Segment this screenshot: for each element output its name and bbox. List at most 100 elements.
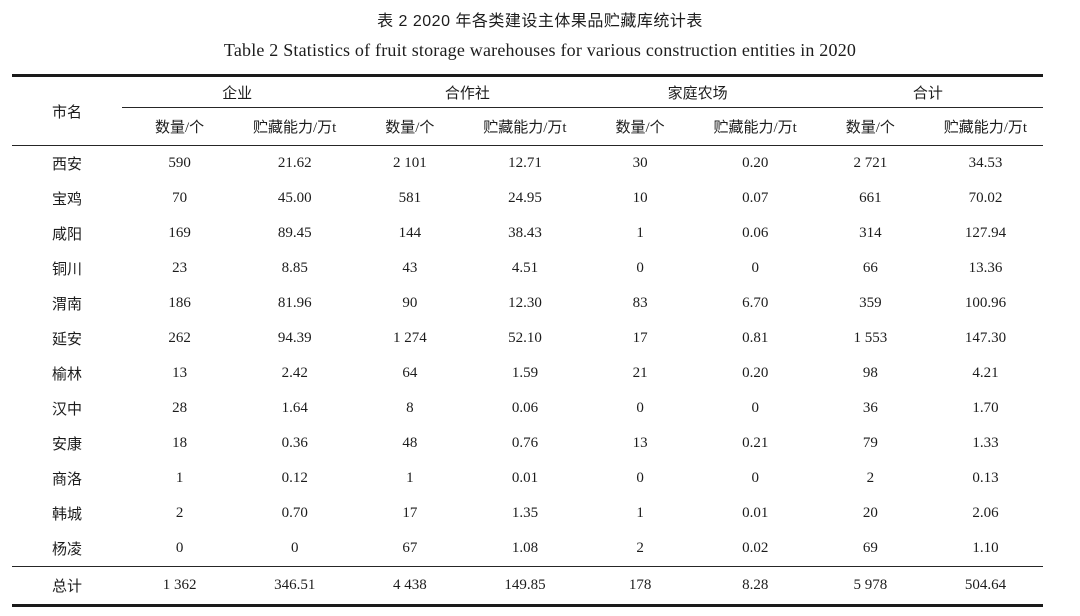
- value-cell: 0: [636, 400, 644, 416]
- subheader-cooperative-count: 数量/个: [352, 107, 468, 146]
- city-cell: 渭南: [51, 297, 82, 313]
- value-cell: 70.02: [968, 190, 1003, 206]
- value-cell: 1.70: [972, 400, 999, 416]
- value-cell: 1.33: [972, 435, 999, 451]
- table-title-english: Table 2 Statistics of fruit storage ware…: [223, 40, 857, 60]
- value-cell: 34.53: [968, 155, 1003, 171]
- value-cell: 2 721: [853, 155, 888, 171]
- table-row: 杨凌 0 0 67 1.08 2 0.02 69 1.10: [12, 531, 1043, 567]
- value-cell: 21.62: [277, 155, 312, 171]
- value-cell: 13: [172, 365, 188, 381]
- value-cell: 6.70: [742, 295, 769, 311]
- value-cell: 21: [632, 365, 648, 381]
- table-row: 韩城 2 0.70 17 1.35 1 0.01 20 2.06: [12, 496, 1043, 531]
- total-row: 总计 1 362 346.51 4 438 149.85 178 8.28 5 …: [12, 567, 1043, 606]
- value-cell: 13: [632, 435, 648, 451]
- city-cell: 延安: [51, 332, 82, 348]
- value-cell: 314: [859, 225, 882, 241]
- value-cell: 186: [168, 295, 191, 311]
- city-cell: 杨凌: [12, 531, 122, 567]
- value-cell: 0.21: [742, 435, 769, 451]
- header-group-row: 市名 企业 合作社 家庭农场 合计: [12, 75, 1043, 146]
- value-cell: 1: [636, 225, 644, 241]
- value-cell: 4.51: [511, 260, 539, 276]
- value-cell: 0: [237, 531, 353, 567]
- value-cell: 52.10: [508, 330, 542, 346]
- table-row: 铜川 23 8.85 43 4.51 0 0 66 13.36: [12, 251, 1043, 286]
- value-cell: 1: [406, 470, 414, 486]
- value-cell: 8: [406, 400, 414, 416]
- table-captions: 表 2 2020 年各类建设主体果品贮藏库统计表 Table 2 Statist…: [0, 0, 1080, 61]
- subheader-total-count: 数量/个: [812, 107, 928, 146]
- group-header-total: 合计: [812, 75, 1043, 108]
- value-cell: 1: [636, 505, 644, 521]
- value-cell: 17: [632, 330, 648, 346]
- table-row: 宝鸡 70 45.00 581 24.95 10 0.07 661 70.02: [12, 181, 1043, 216]
- total-value-cell: 346.51: [274, 577, 316, 593]
- table-row: 咸阳 169 89.45 144 38.43 1 0.06 314 127.94: [12, 216, 1043, 251]
- subheader-enterprise-count: 数量/个: [122, 107, 238, 146]
- subheader-family-farm-capacity: 贮藏能力/万t: [697, 107, 813, 146]
- value-cell: 1.64: [281, 400, 308, 416]
- value-cell: 64: [402, 365, 418, 381]
- city-cell: 榆林: [51, 367, 82, 383]
- value-cell: 0.06: [511, 400, 539, 416]
- column-header-city: 市名: [12, 75, 122, 146]
- statistics-table: 市名 企业 合作社 家庭农场 合计 数量/个 贮藏能力/万t 数量/个 贮藏能力…: [12, 74, 1043, 607]
- value-cell: 81.96: [277, 295, 312, 311]
- city-cell: 铜川: [51, 262, 82, 278]
- table-row: 安康 18 0.36 48 0.76 13 0.21 79 1.33: [12, 426, 1043, 461]
- city-cell: 宝鸡: [51, 192, 82, 208]
- value-cell: 2.06: [972, 505, 999, 521]
- value-cell: 2: [866, 470, 875, 486]
- value-cell: 1 274: [392, 330, 427, 346]
- total-value-cell: 178: [628, 577, 652, 593]
- subheader-total-capacity: 贮藏能力/万t: [927, 107, 1043, 146]
- value-cell: 98: [862, 365, 878, 381]
- value-cell: 1 553: [853, 330, 888, 346]
- city-cell: 商洛: [51, 472, 82, 488]
- subheader-family-farm-count: 数量/个: [582, 107, 698, 146]
- value-cell: 79: [862, 435, 878, 451]
- value-cell: 0.76: [511, 435, 539, 451]
- value-cell: 0.20: [742, 155, 769, 171]
- value-cell: 2 101: [392, 155, 427, 171]
- value-cell: 48: [402, 435, 418, 451]
- value-cell: 262: [168, 330, 191, 346]
- value-cell: 4.21: [972, 365, 999, 381]
- value-cell: 0.20: [742, 365, 769, 381]
- value-cell: 0.07: [742, 190, 769, 206]
- value-cell: 0: [751, 470, 759, 486]
- value-cell: 0: [751, 400, 759, 416]
- value-cell: 67: [352, 531, 468, 567]
- value-cell: 13.36: [968, 260, 1003, 276]
- value-cell: 1: [175, 470, 184, 486]
- total-value-cell: 8.28: [742, 577, 769, 593]
- value-cell: 2: [582, 531, 698, 567]
- value-cell: 0: [636, 470, 644, 486]
- header-sub-row: 数量/个 贮藏能力/万t 数量/个 贮藏能力/万t 数量/个 贮藏能力/万t 数…: [12, 107, 1043, 146]
- city-cell: 韩城: [51, 507, 82, 523]
- value-cell: 20: [862, 505, 878, 521]
- value-cell: 38.43: [508, 225, 542, 241]
- value-cell: 0.01: [742, 505, 769, 521]
- value-cell: 0.70: [281, 505, 308, 521]
- value-cell: 0: [636, 260, 644, 276]
- value-cell: 0.06: [742, 225, 769, 241]
- value-cell: 12.71: [508, 155, 542, 171]
- value-cell: 43: [402, 260, 418, 276]
- value-cell: 89.45: [277, 225, 312, 241]
- table-row: 延安 262 94.39 1 274 52.10 17 0.81 1 553 147.30: [12, 321, 1043, 356]
- value-cell: 2.42: [281, 365, 308, 381]
- value-cell: 581: [398, 190, 422, 206]
- value-cell: 1.35: [511, 505, 539, 521]
- value-cell: 144: [398, 225, 422, 241]
- group-header-cooperative: 合作社: [352, 75, 583, 108]
- value-cell: 0.36: [281, 435, 308, 451]
- value-cell: 28: [172, 400, 188, 416]
- value-cell: 36: [862, 400, 878, 416]
- value-cell: 1.59: [511, 365, 539, 381]
- table-title-chinese: 表 2 2020 年各类建设主体果品贮藏库统计表: [377, 13, 703, 30]
- group-header-enterprise: 企业: [122, 75, 353, 108]
- value-cell: 90: [402, 295, 418, 311]
